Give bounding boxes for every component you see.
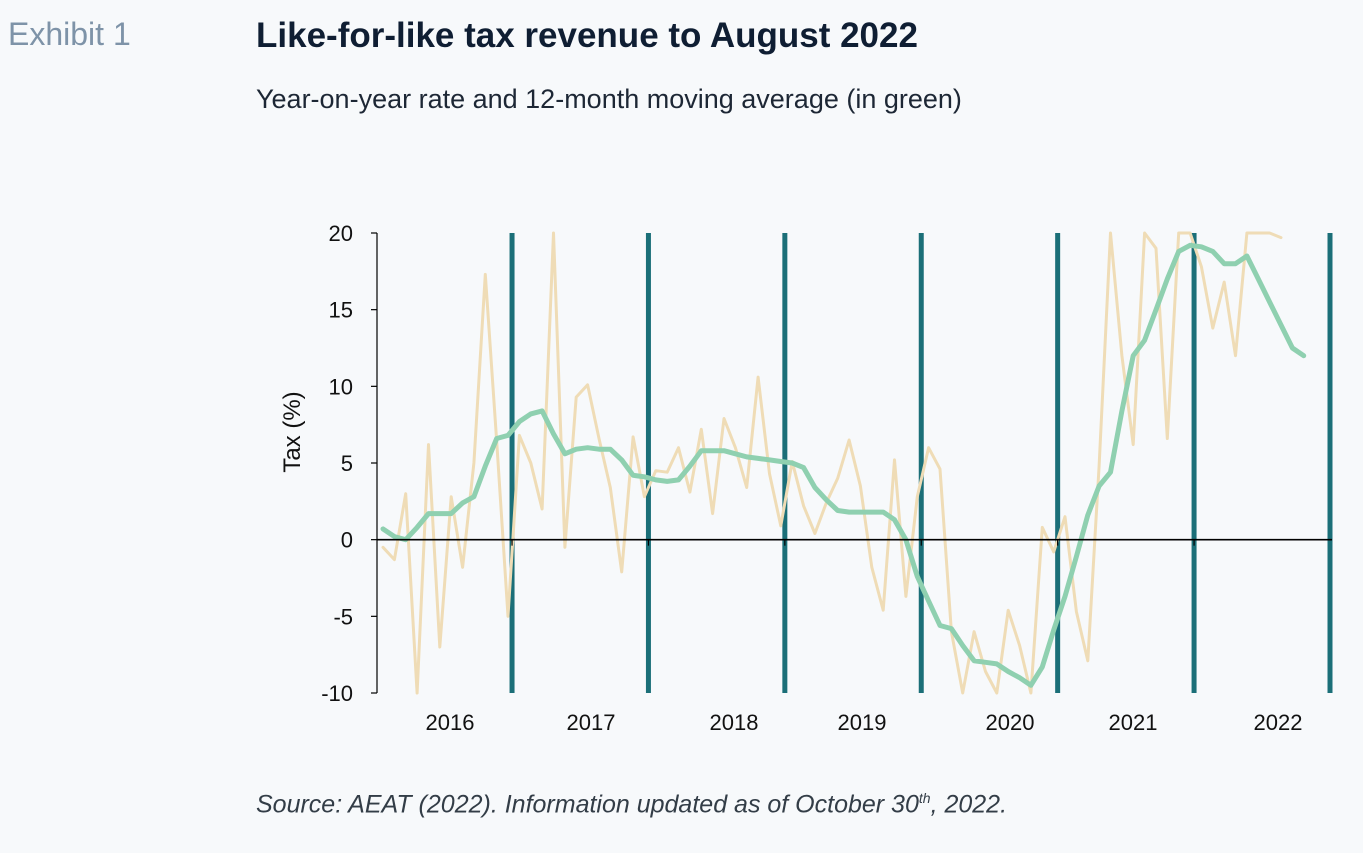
x-tick-label: 2019	[838, 710, 887, 735]
x-tick-label: 2018	[710, 710, 759, 735]
series-lines	[380, 231, 1307, 695]
x-tick-label: 2017	[567, 710, 616, 735]
x-tick-label: 2016	[426, 710, 475, 735]
y-axis-label: Tax (%)	[279, 391, 306, 472]
x-tick-label: 2020	[986, 710, 1035, 735]
source-note: Source: AEAT (2022). Information updated…	[256, 790, 1007, 819]
chart-title: Like-for-like tax revenue to August 2022	[256, 16, 918, 55]
y-tick-label: 5	[341, 451, 353, 476]
x-tick-label: 2021	[1109, 710, 1158, 735]
axes	[371, 232, 1332, 694]
yoy-rate-line	[381, 231, 1283, 695]
moving-average-line	[380, 242, 1307, 688]
chart-subtitle: Year-on-year rate and 12-month moving av…	[256, 84, 962, 114]
y-tick-label: -10	[321, 681, 353, 706]
exhibit-label: Exhibit 1	[8, 16, 131, 52]
y-tick-label: -5	[333, 604, 353, 629]
y-tick-label: 20	[329, 221, 353, 246]
y-tick-label: 0	[341, 528, 353, 553]
source-text: Source: AEAT (2022). Information updated…	[256, 790, 919, 819]
y-tick-label: 15	[329, 298, 353, 323]
x-tick-labels: 2016 2017 2018 2019 2020 2021 2022	[426, 710, 1303, 735]
x-tick-label: 2022	[1254, 710, 1303, 735]
y-tick-label: 10	[329, 374, 353, 399]
y-tick-labels: 20 15 10 5 0 -5 -10	[321, 221, 353, 706]
source-text-end: , 2022.	[930, 790, 1008, 819]
source-superscript: th	[918, 790, 931, 806]
